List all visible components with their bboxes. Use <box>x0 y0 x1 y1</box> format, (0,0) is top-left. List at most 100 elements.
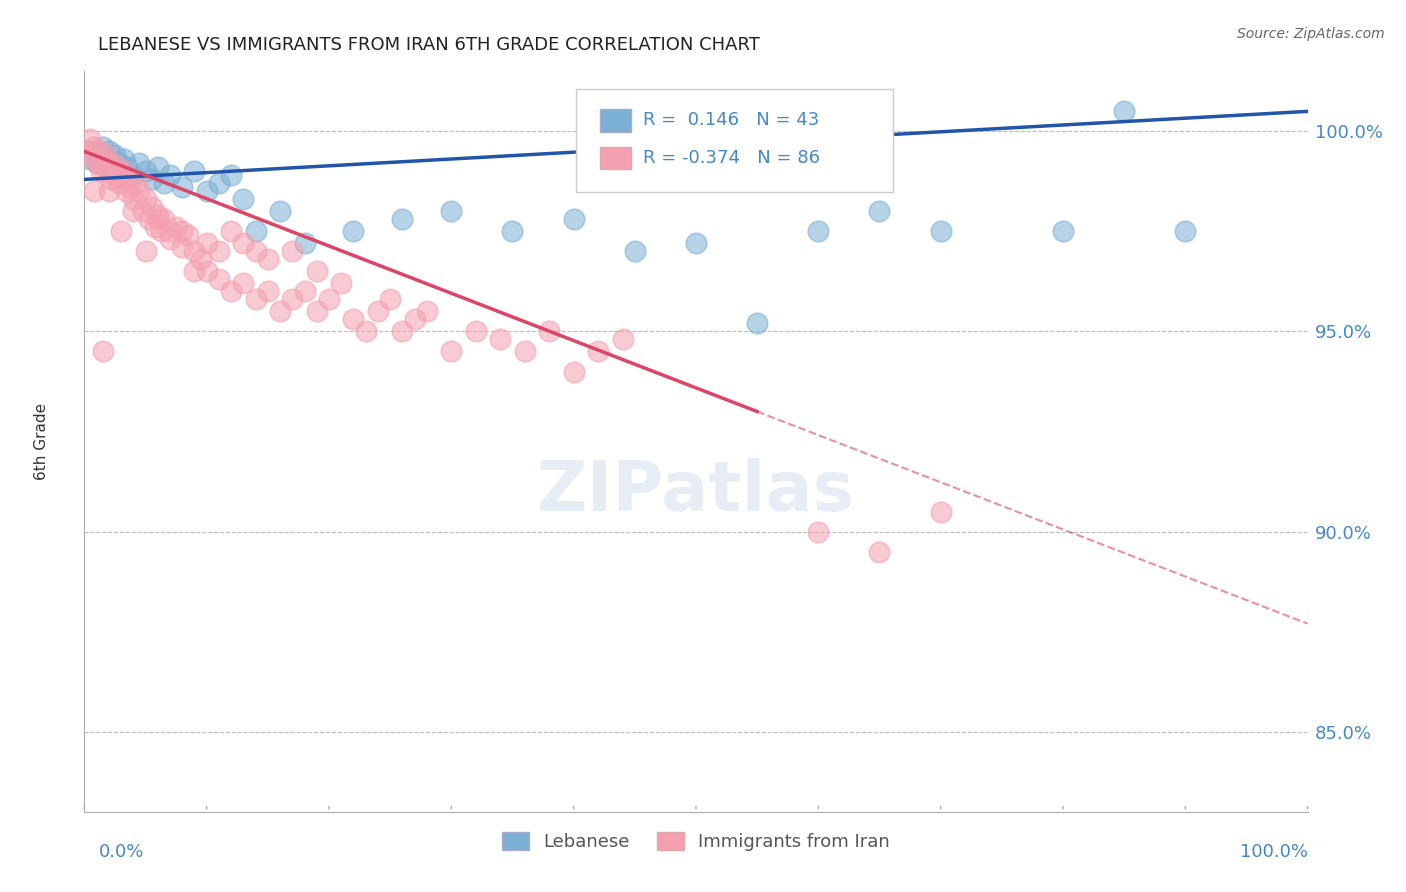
Point <box>83 140 105 154</box>
Point <box>257 252 280 267</box>
Point <box>195 264 218 278</box>
Point <box>869 204 891 219</box>
Point <box>685 236 707 251</box>
Point <box>82 153 104 167</box>
Point <box>232 236 254 251</box>
Point <box>245 244 267 259</box>
Point <box>1174 224 1197 238</box>
Point <box>354 325 377 339</box>
Point <box>538 325 561 339</box>
Point <box>87 148 110 162</box>
Point <box>1052 224 1074 238</box>
Point <box>440 344 463 359</box>
Point <box>232 193 254 207</box>
Point <box>97 145 120 159</box>
Point <box>146 161 169 175</box>
Point <box>869 544 891 558</box>
Point <box>115 185 138 199</box>
Point <box>219 169 242 183</box>
Point <box>305 304 328 318</box>
Point <box>128 185 150 199</box>
Point <box>342 224 364 238</box>
Point <box>86 156 108 170</box>
Point <box>112 153 135 167</box>
Point <box>440 204 463 219</box>
Point <box>91 140 114 154</box>
Point <box>122 204 145 219</box>
Point <box>208 272 231 286</box>
Text: R = -0.374   N = 86: R = -0.374 N = 86 <box>643 149 820 167</box>
Point <box>150 224 173 238</box>
Text: 0.0%: 0.0% <box>98 843 143 861</box>
Point <box>135 193 157 207</box>
Point <box>464 325 486 339</box>
Point <box>281 244 304 259</box>
Point <box>232 277 254 291</box>
Point <box>404 312 426 326</box>
Point <box>104 169 127 183</box>
Point <box>177 228 200 243</box>
Text: 100.0%: 100.0% <box>1240 843 1308 861</box>
Point <box>96 153 118 167</box>
Legend: Lebanese, Immigrants from Iran: Lebanese, Immigrants from Iran <box>495 824 897 858</box>
Point <box>342 312 364 326</box>
Point <box>86 156 108 170</box>
Point <box>562 364 585 378</box>
Point <box>91 153 114 167</box>
Point <box>107 177 129 191</box>
Point <box>135 164 157 178</box>
Point <box>1114 104 1136 119</box>
Point <box>294 236 316 251</box>
Point <box>105 161 128 175</box>
Point <box>245 293 267 307</box>
Point <box>929 505 952 519</box>
Point <box>132 204 155 219</box>
Point <box>172 180 194 194</box>
Point <box>97 185 120 199</box>
Point <box>281 293 304 307</box>
Point <box>747 317 769 331</box>
Point <box>257 285 280 299</box>
Point <box>115 161 138 175</box>
Point <box>208 177 231 191</box>
Text: R =  0.146   N = 43: R = 0.146 N = 43 <box>643 112 818 129</box>
Point <box>929 224 952 238</box>
Point <box>318 293 340 307</box>
Point <box>115 172 138 186</box>
Point <box>122 169 145 183</box>
Point <box>562 212 585 227</box>
Point <box>125 177 148 191</box>
Text: LEBANESE VS IMMIGRANTS FROM IRAN 6TH GRADE CORRELATION CHART: LEBANESE VS IMMIGRANTS FROM IRAN 6TH GRA… <box>98 36 761 54</box>
Point <box>513 344 536 359</box>
Point <box>183 244 205 259</box>
Point <box>122 193 145 207</box>
Point <box>128 156 150 170</box>
Point <box>489 333 512 347</box>
Point <box>77 145 100 159</box>
Point <box>305 264 328 278</box>
Point <box>141 172 163 186</box>
Point <box>159 224 181 238</box>
Point <box>146 209 169 223</box>
Point <box>586 344 609 359</box>
Point <box>90 164 112 178</box>
Point <box>146 212 169 227</box>
Point <box>153 212 176 227</box>
Point <box>172 240 194 254</box>
Point <box>91 344 114 359</box>
Point <box>143 220 166 235</box>
Point <box>183 164 205 178</box>
Point <box>172 224 194 238</box>
Point <box>87 145 110 159</box>
Point <box>502 224 524 238</box>
Point <box>110 164 132 178</box>
Point <box>245 224 267 238</box>
Point <box>612 333 634 347</box>
Point <box>100 172 122 186</box>
Point <box>269 304 291 318</box>
Point <box>190 252 212 267</box>
Point <box>118 180 141 194</box>
Point <box>112 164 135 178</box>
Point <box>153 177 176 191</box>
Point <box>138 212 160 227</box>
